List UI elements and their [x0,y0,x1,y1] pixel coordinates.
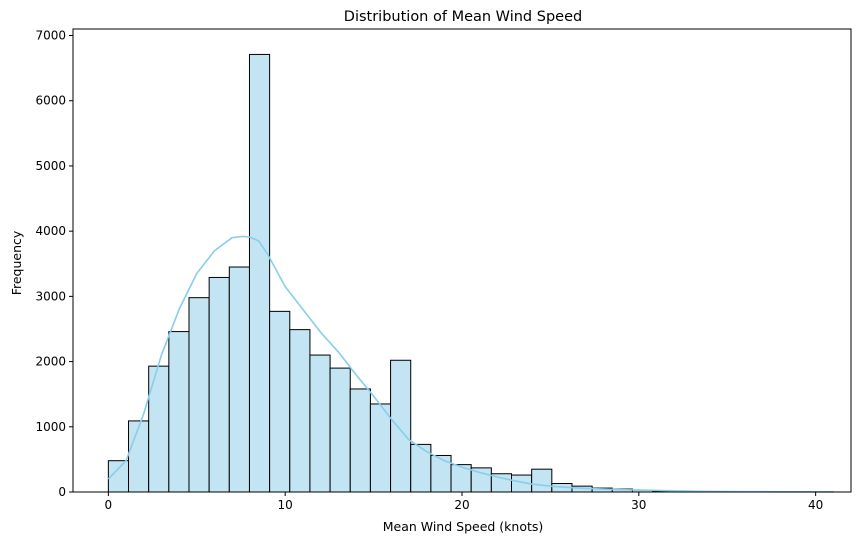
histogram-bar [209,277,229,492]
y-tick-label: 0 [58,485,66,499]
histogram-bar [290,330,310,492]
histogram-bar [310,355,330,492]
y-tick-label: 2000 [35,355,66,369]
chart-title: Distribution of Mean Wind Speed [344,9,582,25]
y-tick-label: 7000 [35,29,66,43]
histogram-bar [169,332,189,492]
histogram-bar [270,311,290,492]
x-tick-label: 10 [278,498,293,512]
histogram-bar [431,455,451,492]
histogram-bar [370,404,390,492]
x-tick-label: 30 [631,498,646,512]
y-tick-label: 1000 [35,420,66,434]
histogram-bar [229,267,249,492]
histogram-bar [129,421,149,492]
x-tick-label: 0 [105,498,113,512]
bars-layer [108,54,834,492]
x-tick-label: 40 [808,498,823,512]
x-tick-label: 20 [454,498,469,512]
y-tick-label: 5000 [35,159,66,173]
histogram-bar [189,298,209,492]
y-tick-label: 4000 [35,224,66,238]
y-tick-label: 3000 [35,289,66,303]
histogram-bar [330,368,350,492]
x-axis-label: Mean Wind Speed (knots) [383,519,544,534]
histogram-bar [391,360,411,492]
histogram-bar [532,469,552,492]
histogram-bar [249,54,269,492]
y-axis-label: Frequency [9,230,24,295]
histogram-bar [350,389,370,492]
y-tick-label: 6000 [35,94,66,108]
